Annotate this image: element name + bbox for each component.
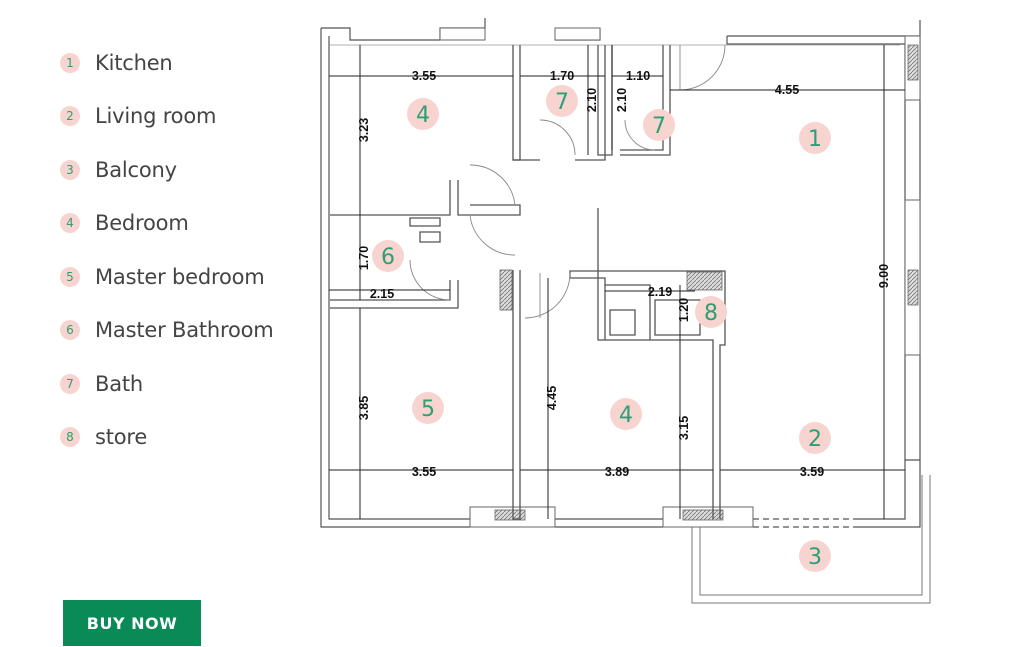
dim-3-55-bottom: 3.55 <box>412 465 436 479</box>
room-number: 1 <box>808 127 822 152</box>
balcony-outline <box>691 475 931 604</box>
legend-number-badge: 1 <box>60 52 80 73</box>
dimension-labels: 3.55 1.70 1.10 4.55 2.15 2.19 3.55 3.89 … <box>357 69 891 479</box>
dim-2-10-a: 2.10 <box>585 88 599 112</box>
dim-2-19: 2.19 <box>648 285 672 299</box>
dim-3-55-top: 3.55 <box>412 69 436 83</box>
legend-item-balcony: 3 Balcony <box>60 143 310 197</box>
dim-3-23: 3.23 <box>357 118 371 142</box>
dim-4-45: 4.45 <box>545 386 559 410</box>
room-marker-master-bedroom: 5 <box>412 392 444 424</box>
legend-label: Living room <box>95 104 217 129</box>
legend-item-store: 8 store <box>60 411 310 465</box>
legend-label: Balcony <box>95 157 177 182</box>
room-markers: 1 2 3 4 4 5 6 7 <box>372 85 831 572</box>
legend-number-badge: 2 <box>60 106 80 127</box>
dim-3-59: 3.59 <box>800 465 824 479</box>
dim-3-85: 3.85 <box>357 396 371 420</box>
dim-2-10-b: 2.10 <box>615 88 629 112</box>
room-marker-kitchen: 1 <box>799 122 831 154</box>
dim-1-10: 1.10 <box>626 69 650 83</box>
legend-number-badge: 4 <box>60 213 80 234</box>
dim-1-20: 1.20 <box>677 298 691 322</box>
legend-item-master-bathroom: 6 Master Bathroom <box>60 304 310 358</box>
room-number: 6 <box>381 245 395 270</box>
dim-3-15: 3.15 <box>677 416 691 440</box>
room-marker-bath-left: 7 <box>546 85 578 117</box>
legend-number-badge: 3 <box>60 159 80 180</box>
dim-2-15: 2.15 <box>370 287 394 301</box>
room-marker-master-bathroom: 6 <box>372 240 404 272</box>
room-number: 4 <box>619 403 633 428</box>
legend-item-kitchen: 1 Kitchen <box>60 36 310 90</box>
dim-4-55: 4.55 <box>775 83 799 97</box>
legend-label: store <box>95 425 148 450</box>
legend-item-master-bedroom: 5 Master bedroom <box>60 250 310 304</box>
room-marker-balcony: 3 <box>799 540 831 572</box>
dim-9-00: 9.00 <box>877 264 891 288</box>
legend-label: Master bedroom <box>95 264 265 289</box>
legend-item-bath: 7 Bath <box>60 357 310 411</box>
legend-number-badge: 6 <box>60 320 80 341</box>
legend-label: Kitchen <box>95 50 173 75</box>
room-number: 3 <box>808 545 822 570</box>
room-number: 2 <box>808 427 822 452</box>
room-legend: 1 Kitchen 2 Living room 3 Balcony 4 Bedr… <box>60 36 310 464</box>
legend-label: Master Bathroom <box>95 318 274 343</box>
dimension-lines <box>329 45 905 519</box>
room-number: 7 <box>652 114 666 139</box>
dim-3-89: 3.89 <box>605 465 629 479</box>
room-marker-bedroom-center: 4 <box>610 398 642 430</box>
hatched-columns <box>494 44 919 521</box>
room-number: 5 <box>421 397 435 422</box>
room-number: 4 <box>416 103 430 128</box>
legend-number-badge: 7 <box>60 373 80 394</box>
legend-number-badge: 8 <box>60 427 80 448</box>
room-number: 8 <box>704 301 718 326</box>
dim-1-70-left: 1.70 <box>357 246 371 270</box>
legend-item-living-room: 2 Living room <box>60 90 310 144</box>
legend-label: Bedroom <box>95 211 189 236</box>
room-marker-living-room: 2 <box>799 422 831 454</box>
room-marker-bedroom-top: 4 <box>407 98 439 130</box>
buy-now-button[interactable]: BUY NOW <box>63 600 201 646</box>
legend-number-badge: 5 <box>60 266 80 287</box>
room-marker-store: 8 <box>695 296 727 328</box>
door-swings <box>409 44 726 319</box>
room-number: 7 <box>555 90 569 115</box>
room-marker-bath-right: 7 <box>643 109 675 141</box>
legend-item-bedroom: 4 Bedroom <box>60 197 310 251</box>
dim-1-70-top: 1.70 <box>550 69 574 83</box>
legend-label: Bath <box>95 371 144 396</box>
